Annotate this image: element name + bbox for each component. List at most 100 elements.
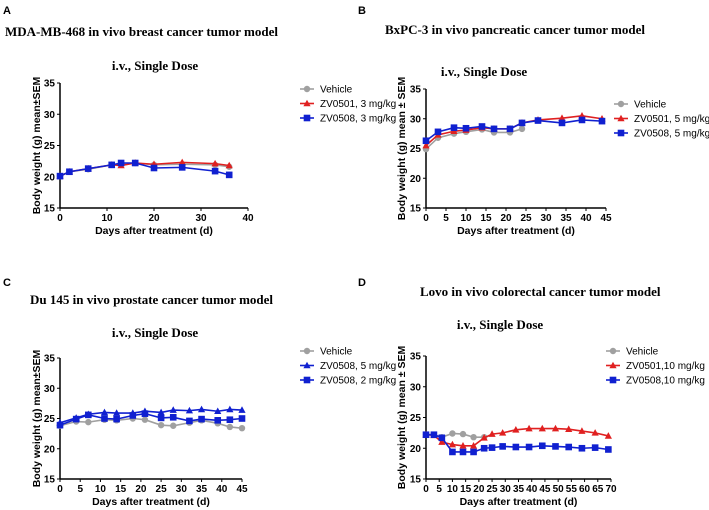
x-tick-label: 45 bbox=[236, 484, 248, 495]
y-axis-label: Body weight (g) mean ± SEM bbox=[396, 346, 408, 490]
x-tick-label: 5 bbox=[77, 484, 83, 495]
chart-title: Du 145 in vivo prostate cancer tumor mod… bbox=[30, 292, 273, 307]
x-tick-label: 40 bbox=[242, 213, 254, 224]
legend-label: ZV0501, 3 mg/kg bbox=[320, 99, 396, 110]
legend-marker bbox=[303, 361, 311, 369]
legend-label: Vehicle bbox=[634, 100, 667, 111]
data-point bbox=[578, 116, 586, 124]
y-axis-label: Body weight (g) mean ± SEM bbox=[396, 77, 408, 221]
chart-subtitle: i.v., Single Dose bbox=[112, 325, 199, 340]
x-tick-label: 25 bbox=[520, 213, 532, 224]
data-point bbox=[459, 448, 467, 456]
data-point bbox=[438, 434, 446, 442]
x-tick-label: 0 bbox=[423, 484, 429, 495]
y-tick-label: 35 bbox=[410, 85, 422, 96]
data-point bbox=[85, 411, 92, 419]
data-point bbox=[141, 410, 149, 417]
data-point bbox=[449, 430, 456, 437]
y-axis-label: Body weight (g) mean±SEM bbox=[31, 349, 43, 487]
series-1 bbox=[422, 424, 612, 449]
legend-label: Vehicle bbox=[320, 85, 353, 96]
legend-item: ZV0508, 5 mg/kg bbox=[300, 361, 396, 372]
y-tick-label: 30 bbox=[44, 384, 56, 395]
x-tick-label: 35 bbox=[560, 213, 572, 224]
data-point bbox=[478, 123, 486, 130]
legend-label: ZV0501,10 mg/kg bbox=[626, 361, 705, 372]
data-point bbox=[186, 417, 193, 425]
data-point bbox=[558, 119, 566, 127]
x-tick-label: 0 bbox=[57, 484, 63, 495]
data-point bbox=[490, 125, 498, 133]
x-tick-label: 15 bbox=[480, 213, 492, 224]
data-point bbox=[225, 161, 233, 169]
data-point bbox=[84, 165, 92, 172]
data-point bbox=[488, 430, 496, 437]
data-point bbox=[525, 424, 533, 432]
x-tick-label: 65 bbox=[592, 484, 604, 495]
x-tick-label: 15 bbox=[115, 484, 127, 495]
x-tick-label: 55 bbox=[566, 484, 578, 495]
legend-marker bbox=[609, 361, 617, 369]
data-point bbox=[565, 443, 573, 451]
data-point bbox=[422, 141, 430, 149]
data-point bbox=[131, 159, 139, 167]
data-point bbox=[518, 125, 526, 133]
x-tick-label: 10 bbox=[447, 484, 459, 495]
legend-marker bbox=[303, 99, 311, 107]
data-point bbox=[450, 124, 458, 131]
data-point bbox=[157, 421, 165, 429]
data-point bbox=[470, 448, 477, 456]
series-2 bbox=[422, 431, 612, 456]
legend-item: ZV0501,10 mg/kg bbox=[606, 361, 705, 372]
x-tick-label: 15 bbox=[460, 484, 472, 495]
data-point bbox=[141, 416, 149, 423]
x-tick-label: 30 bbox=[500, 484, 512, 495]
data-point bbox=[434, 128, 442, 136]
data-point bbox=[462, 124, 470, 132]
data-point bbox=[117, 159, 125, 167]
data-point bbox=[538, 424, 546, 432]
data-point bbox=[150, 164, 158, 172]
x-tick-label: 35 bbox=[513, 484, 525, 495]
x-tick-label: 70 bbox=[605, 484, 617, 495]
series-2 bbox=[422, 116, 606, 145]
data-point bbox=[198, 415, 205, 423]
panel-a: A MDA-MB-468 in vivo breast cancer tumor … bbox=[3, 5, 396, 237]
x-tick-label: 10 bbox=[460, 213, 472, 224]
series-1 bbox=[422, 111, 606, 149]
data-point bbox=[238, 415, 246, 422]
y-tick-label: 15 bbox=[44, 204, 56, 215]
x-tick-label: 5 bbox=[443, 213, 449, 224]
data-point bbox=[66, 168, 73, 176]
y-tick-label: 20 bbox=[410, 444, 422, 455]
data-point bbox=[518, 119, 526, 127]
data-point bbox=[430, 431, 438, 439]
legend-item: ZV0508,10 mg/kg bbox=[606, 376, 705, 387]
data-point bbox=[480, 433, 488, 441]
data-point bbox=[512, 426, 520, 433]
data-point bbox=[525, 443, 533, 451]
data-point bbox=[214, 417, 222, 424]
legend-label: ZV0508, 5 mg/kg bbox=[634, 129, 709, 140]
panel-b: B BxPC-3 in vivo pancreatic cancer tumor … bbox=[358, 5, 709, 237]
x-tick-label: 30 bbox=[540, 213, 552, 224]
data-point bbox=[604, 432, 612, 439]
data-point bbox=[101, 415, 108, 422]
data-point bbox=[565, 425, 573, 432]
x-tick-label: 30 bbox=[195, 213, 207, 224]
data-point bbox=[56, 172, 64, 180]
x-tick-label: 40 bbox=[526, 484, 538, 495]
data-point bbox=[558, 114, 566, 121]
data-point bbox=[552, 443, 559, 450]
y-axis-label: Body weight (g) mean±SEM bbox=[31, 76, 43, 214]
x-tick-label: 60 bbox=[579, 484, 591, 495]
chart-title: Lovo in vivo colorectal cancer tumor mod… bbox=[420, 284, 661, 299]
y-tick-label: 35 bbox=[44, 79, 56, 90]
legend-marker bbox=[617, 129, 625, 137]
x-axis-label: Days after treatment (d) bbox=[95, 225, 213, 237]
y-tick-label: 35 bbox=[44, 354, 56, 365]
data-point bbox=[129, 412, 137, 419]
data-point bbox=[178, 164, 186, 171]
y-tick-label: 20 bbox=[44, 444, 56, 455]
data-point bbox=[226, 405, 234, 413]
